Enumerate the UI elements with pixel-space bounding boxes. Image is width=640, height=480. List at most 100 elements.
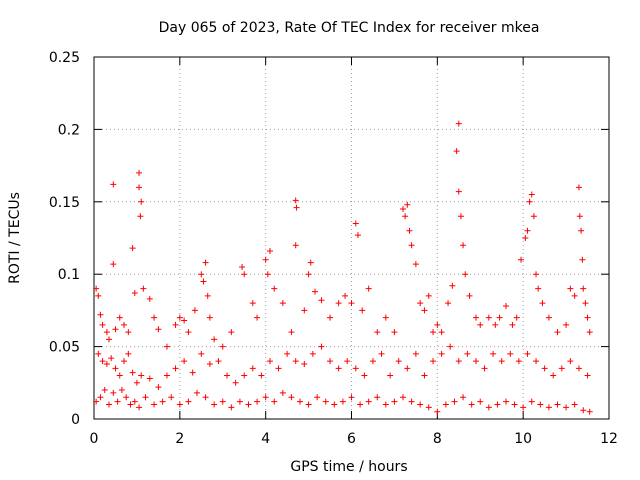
data-point	[412, 261, 419, 268]
data-point	[292, 358, 299, 365]
data-point	[335, 365, 342, 372]
data-point	[254, 398, 261, 405]
data-point	[116, 372, 123, 379]
data-point	[539, 300, 546, 307]
data-point	[576, 213, 583, 220]
data-point	[417, 300, 424, 307]
data-point	[136, 184, 143, 191]
data-point	[249, 300, 256, 307]
data-point	[163, 343, 170, 350]
data-point	[241, 271, 248, 278]
data-point	[185, 398, 192, 405]
data-point	[228, 404, 235, 411]
data-point	[292, 197, 299, 204]
data-point	[140, 285, 147, 292]
data-point	[155, 326, 162, 333]
data-point	[198, 350, 205, 357]
data-point	[327, 358, 334, 365]
data-point	[309, 350, 316, 357]
data-point	[524, 350, 531, 357]
data-point	[146, 375, 153, 382]
data-point	[554, 329, 561, 336]
data-point	[567, 358, 574, 365]
data-point	[578, 227, 585, 234]
data-point	[503, 398, 509, 405]
y-tick-label: 0.25	[49, 50, 80, 66]
data-point	[507, 350, 514, 357]
data-point	[224, 372, 231, 379]
data-point	[151, 314, 158, 321]
data-point	[266, 358, 273, 365]
data-point	[485, 404, 492, 411]
data-point	[352, 365, 359, 372]
data-point	[327, 314, 334, 321]
data-point	[101, 387, 108, 394]
data-point	[335, 300, 342, 307]
x-tick-label: 8	[433, 431, 442, 447]
y-tick-label: 0	[71, 412, 80, 428]
data-point	[136, 404, 143, 411]
data-point	[189, 369, 196, 376]
data-point	[369, 358, 376, 365]
data-point	[468, 401, 475, 408]
data-point	[515, 358, 522, 365]
data-point	[554, 401, 561, 408]
data-point	[239, 263, 246, 270]
data-points	[93, 120, 593, 415]
data-point	[129, 245, 136, 252]
data-point	[455, 120, 462, 127]
data-point	[204, 292, 211, 299]
data-point	[387, 372, 394, 379]
data-point	[579, 256, 586, 263]
data-point	[103, 329, 110, 336]
data-point	[442, 401, 449, 408]
data-point	[451, 398, 458, 405]
data-point	[185, 329, 192, 336]
data-point	[108, 355, 115, 362]
data-point	[421, 372, 428, 379]
data-point	[245, 401, 252, 408]
data-point	[430, 358, 437, 365]
data-point	[402, 213, 409, 220]
data-point	[249, 365, 256, 372]
data-point	[262, 394, 269, 401]
data-point	[127, 401, 134, 408]
data-point	[219, 343, 226, 350]
data-point	[228, 329, 235, 336]
data-point	[466, 292, 473, 299]
data-point	[352, 220, 359, 227]
data-point	[181, 358, 188, 365]
data-point	[97, 394, 104, 401]
data-point	[121, 321, 128, 328]
data-point	[155, 384, 162, 391]
data-point	[447, 343, 454, 350]
data-point	[312, 288, 319, 295]
data-point	[279, 389, 286, 396]
data-point	[97, 311, 104, 318]
y-tick-label: 0.2	[58, 122, 80, 138]
data-point	[137, 213, 144, 220]
data-point	[236, 398, 243, 405]
data-point	[453, 148, 460, 155]
data-point	[417, 401, 424, 408]
data-point	[305, 401, 312, 408]
data-point	[526, 198, 533, 205]
data-point	[307, 259, 314, 266]
data-point	[176, 401, 183, 408]
data-point	[136, 169, 143, 176]
data-point	[490, 350, 497, 357]
data-point	[318, 297, 325, 304]
data-point	[288, 329, 295, 336]
data-point	[194, 389, 200, 396]
data-point	[202, 259, 209, 266]
data-point	[284, 350, 291, 357]
data-point	[563, 404, 570, 411]
data-point	[116, 314, 123, 321]
data-point	[163, 372, 170, 379]
data-point	[138, 372, 145, 379]
data-point	[93, 285, 100, 292]
data-point	[503, 303, 509, 310]
data-point	[103, 360, 110, 367]
data-point	[331, 401, 338, 408]
data-point	[580, 407, 587, 414]
